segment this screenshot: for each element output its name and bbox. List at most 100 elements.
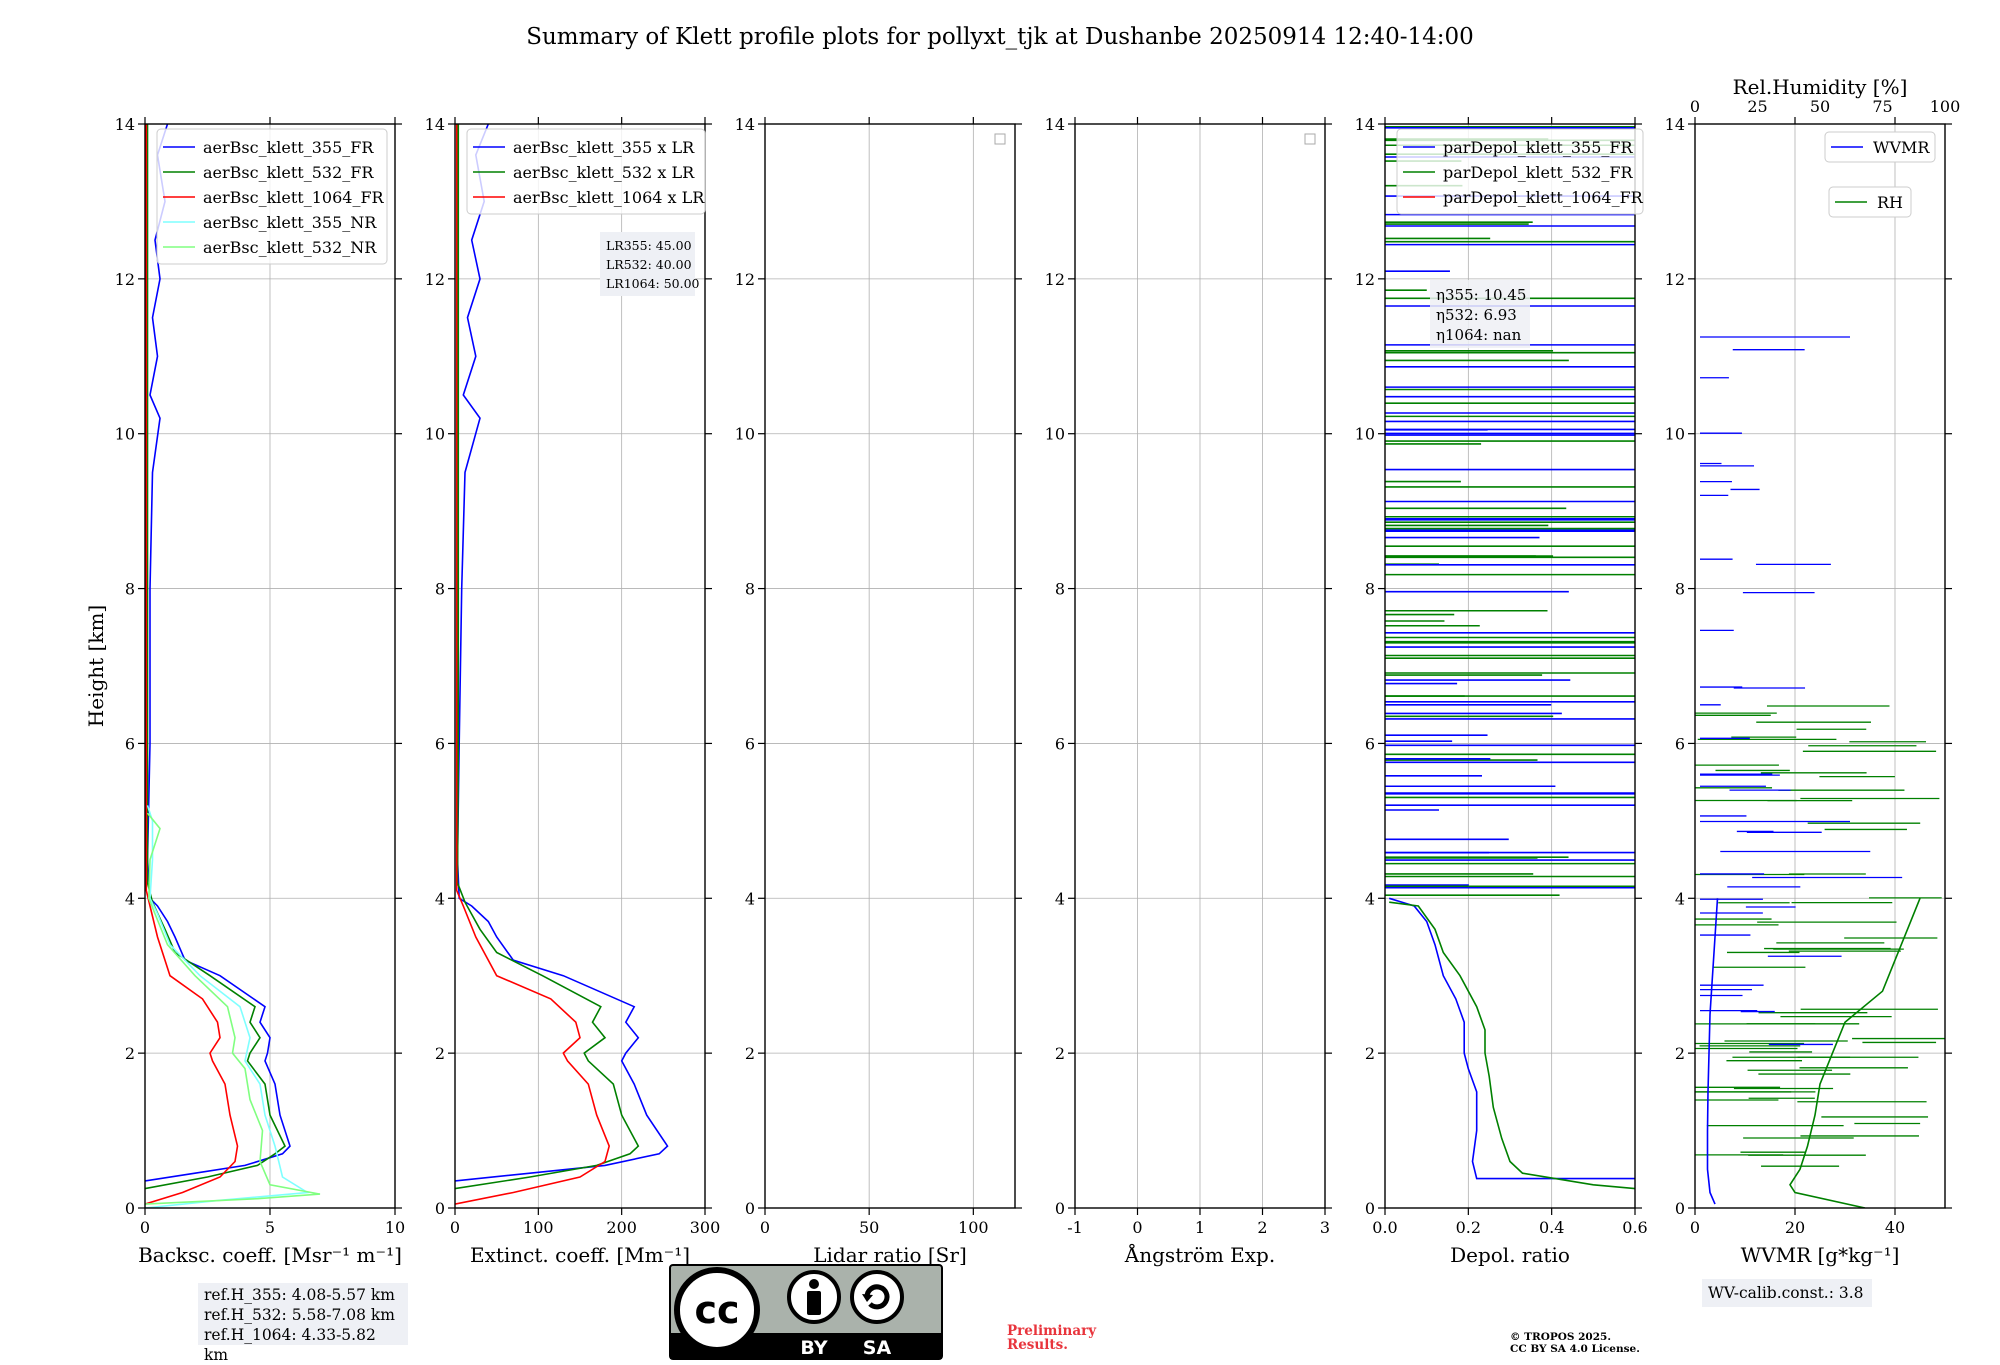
cc-label: cc [694,1288,739,1332]
ytick-label-depol-12: 12 [1355,270,1375,289]
ref-h-532: ref.H_532: 5.58-7.08 km [204,1306,395,1324]
ytick-label-lidar-ratio-4: 4 [745,889,755,908]
panel-depol: 0 2 4 6 8 10 12 14 0.0 0.2 0.4 0.6 Depol. ratio parDe… [1355,115,1648,1267]
xtick-label-wvmr: 0 [1690,1218,1700,1237]
ref-h-355: ref.H_355: 4.08-5.57 km [204,1286,395,1304]
xlabel-backscatter: Backsc. coeff. [Msr⁻¹ m⁻¹] [138,1243,402,1267]
panel-wvmr: 0 2 4 6 8 10 12 14 0 20 40 WVMR [g*kg⁻¹] WVMR RH 0 25 50… [1665,75,1961,1267]
legend-box-backscatter [156,128,388,265]
xtick-label-wvmr: 40 [1885,1218,1905,1237]
top-xlabel: Rel.Humidity [%] [1733,75,1908,99]
frame-backscatter [144,123,396,1209]
xtick-label-angstrom: -1 [1067,1218,1083,1237]
ytick-label-depol-4: 4 [1365,889,1375,908]
series-aerBsc_klett_532_NR [145,812,321,1205]
xtick-label-lidar-ratio: 50 [859,1218,879,1237]
ytick-label-lidar-ratio-6: 6 [745,734,755,753]
plot-area-wvmr [1695,336,1945,1208]
xlabel-extinction: Extinct. coeff. [Mm⁻¹] [470,1243,690,1267]
plot-area-depol [1385,126,1635,1190]
legend-box-extinction [466,128,706,215]
series-RH [1789,898,1921,1208]
lr-box [600,232,695,296]
ytick-label-extinction-8: 8 [435,580,445,599]
preliminary-note: Preliminary Results. [1007,1324,1096,1352]
xlabel-angstrom: Ångström Exp. [1124,1242,1275,1267]
ytick-label-depol-2: 2 [1365,1044,1375,1063]
legend-box-depol [1396,128,1644,215]
ytick-label-depol-14: 14 [1355,115,1375,134]
legend-label-RH: RH [1877,193,1903,212]
eta-box [1430,280,1530,348]
cc-icon [674,1267,760,1353]
legend-box-RH [1828,186,1912,218]
ref-h-1064: ref.H_1064: 4.33-5.82 km [204,1326,376,1364]
top-xtick-label: 75 [1872,97,1892,116]
ytick-label-angstrom-14: 14 [1045,115,1065,134]
ytick-label-extinction-0: 0 [435,1199,445,1218]
series-aerBsc_klett_355 x LR [455,124,669,1182]
legend-label-WVMR: WVMR [1873,138,1930,157]
xtick-label-lidar-ratio: 0 [760,1218,770,1237]
xtick-label-backscatter: 10 [385,1218,405,1237]
xtick-label-extinction: 100 [523,1218,554,1237]
eta-label: η1064: nan [1436,326,1522,344]
top-xtick-label: 100 [1930,97,1961,116]
lr-label: LR532: 40.00 [606,257,692,272]
ytick-label-depol-10: 10 [1355,425,1375,444]
by-label: BY [800,1337,827,1359]
ytick-label-angstrom-6: 6 [1055,734,1065,753]
xtick-label-extinction: 300 [690,1218,721,1237]
series-aerBsc_klett_355_NR [145,805,310,1208]
xlabel-lidar-ratio: Lidar ratio [Sr] [813,1243,967,1267]
sa-share-icon [850,1270,904,1324]
xtick-label-backscatter: 5 [265,1218,275,1237]
eta-label: η532: 6.93 [1436,306,1517,324]
series-aerBsc_klett_1064_FR [145,124,239,1205]
grid-extinction [455,124,705,1208]
ytick-label-extinction-2: 2 [435,1044,445,1063]
ytick-label-lidar-ratio-2: 2 [745,1044,755,1063]
series-parDepol_klett_532_FR [1389,901,1635,1190]
ytick-label-backscatter-2: 2 [125,1044,135,1063]
series-aerBsc_klett_532 x LR [455,124,640,1190]
copyright-line-1: © TROPOS 2025. [1510,1331,1612,1343]
ytick-label-extinction-12: 12 [425,270,445,289]
series-aerBsc_klett_1064 x LR [455,124,611,1205]
frame-depol [1384,123,1636,1209]
legend-label-aerBsc_klett_355_FR: aerBsc_klett_355_FR [203,138,374,157]
ytick-label-lidar-ratio-10: 10 [735,425,755,444]
ytick-label-extinction-14: 14 [425,115,445,134]
xtick-label-extinction: 200 [606,1218,637,1237]
frame-angstrom [1074,123,1326,1209]
ytick-label-backscatter-8: 8 [125,580,135,599]
xlabel-depol: Depol. ratio [1450,1243,1570,1267]
ytick-label-backscatter-14: 14 [115,115,135,134]
legend-label-aerBsc_klett_1064_FR: aerBsc_klett_1064_FR [203,188,385,207]
panel-lidar-ratio: 0 2 4 6 8 10 12 14 0 50 100 Lidar ratio [Sr] [735,115,1022,1267]
xlabel-wvmr: WVMR [g*kg⁻¹] [1741,1243,1900,1267]
ytick-label-backscatter-12: 12 [115,270,135,289]
legend-label-parDepol_klett_1064_FR: parDepol_klett_1064_FR [1443,188,1644,207]
frame-lidar-ratio [764,123,1016,1209]
legend-label-aerBsc_klett_532 x LR: aerBsc_klett_532 x LR [513,163,695,182]
legend-label-aerBsc_klett_532_FR: aerBsc_klett_532_FR [203,163,374,182]
xtick-label-backscatter: 0 [140,1218,150,1237]
frame-wvmr [1694,123,1946,1209]
legend-box-WVMR [1824,131,1936,163]
ytick-label-angstrom-10: 10 [1045,425,1065,444]
ytick-label-extinction-10: 10 [425,425,445,444]
ylabel: Height [km] [84,605,108,727]
xtick-label-angstrom: 2 [1257,1218,1267,1237]
ytick-label-wvmr-2: 2 [1675,1044,1685,1063]
ytick-label-extinction-4: 4 [435,889,445,908]
top-xtick-label: 0 [1690,97,1700,116]
ytick-label-angstrom-2: 2 [1055,1044,1065,1063]
ytick-label-backscatter-10: 10 [115,425,135,444]
xtick-label-depol: 0.0 [1372,1218,1397,1237]
ytick-label-angstrom-4: 4 [1055,889,1065,908]
lr-label: LR355: 45.00 [606,238,692,253]
